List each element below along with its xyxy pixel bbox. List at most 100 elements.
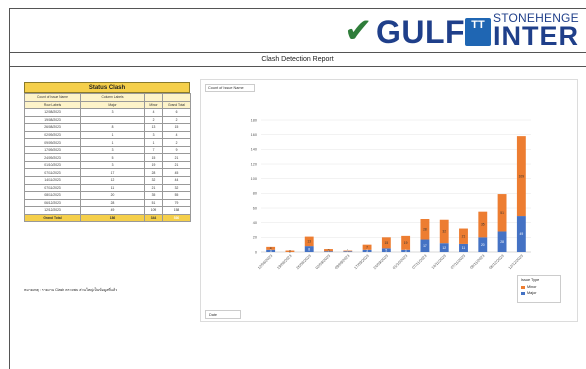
bar-chart: 0204060801001201401601804312/08/2023219/…	[251, 118, 531, 270]
pivot-cell-total: 45	[162, 168, 191, 177]
y-tick-label: 140	[251, 148, 257, 152]
pivot-cell-row-label: 24/09/2023	[24, 153, 81, 162]
data-label-major: 8	[308, 247, 310, 251]
pivot-header-row-labels[interactable]: Row Labels	[24, 100, 81, 110]
pivot-cell-minor: 109	[144, 206, 163, 215]
pivot-cell-major: 1	[80, 138, 145, 147]
chart-card[interactable]: 0 20 40 60 80 100 120 140 160 180 4 3 12/08/2023 2 19/…	[200, 79, 578, 322]
pivot-cell-minor: 13	[144, 123, 163, 132]
y-tick-label: 60	[253, 206, 257, 210]
bar-major	[362, 249, 372, 252]
note-text: หมายเหตุ : รายงาน Clash ตรวจพบ ส่วนใหญ่เ…	[24, 288, 118, 292]
check-icon: ✔	[344, 11, 373, 51]
x-tick-label: 12/08/2023	[257, 254, 273, 270]
pivot-grand-label: Grand Total	[24, 213, 81, 223]
pivot-cell-major: 3	[80, 108, 145, 117]
x-tick-label: 08/11/2023	[469, 254, 485, 270]
bar-minor	[420, 219, 430, 240]
data-label-minor: 35	[481, 223, 485, 227]
y-tick-label: 20	[253, 236, 257, 240]
pivot-cell-minor: 7	[144, 145, 163, 155]
pivot-cell-total: 4	[162, 130, 191, 140]
pivot-row: 01/10/2023 3 19 21	[24, 160, 191, 170]
pivot-cell-minor: 35	[144, 191, 163, 200]
pivot-cell-minor: 51	[144, 198, 163, 208]
pivot-cell-row-label: 09/09/2023	[24, 138, 81, 147]
data-label-minor: 3	[328, 248, 330, 252]
bar-minor	[285, 250, 295, 252]
pivot-row: 08/11/2023 20 35 55	[24, 191, 191, 200]
pivot-cell-total: 21	[162, 153, 191, 162]
chart-value-field[interactable]: Count of Issue Name	[205, 84, 255, 92]
x-tick-label: 14/11/2023	[431, 254, 447, 270]
pivot-title: Status Clash	[24, 82, 190, 93]
x-tick-label: 26/08/2023	[296, 254, 312, 270]
bar-major	[381, 248, 391, 252]
pivot-cell-major: 3	[80, 145, 145, 155]
pivot-cell-row-label: 17/09/2023	[24, 145, 81, 155]
bar-major	[516, 216, 526, 252]
pivot-header-column-labels[interactable]: Column Labels	[80, 93, 145, 102]
pivot-header-minor: Minor	[144, 100, 163, 110]
legend-label-major: Major	[527, 291, 537, 295]
bar-minor	[401, 235, 411, 250]
report-title: Clash Detection Report	[9, 52, 586, 67]
pivot-cell-total: 32	[162, 183, 191, 193]
pivot-cell-row-label: 07/11/2023	[24, 168, 81, 177]
data-label-minor: 2	[289, 249, 291, 253]
pivot-header-blank	[162, 93, 191, 102]
data-label-major: 1	[347, 250, 349, 254]
chart-axis-field-date[interactable]: Date	[205, 310, 241, 319]
y-tick-label: 120	[251, 162, 257, 166]
x-tick-label: 01/10/2023	[392, 254, 408, 270]
pivot-cell-major: 11	[80, 183, 145, 193]
legend-item-minor: Minor	[521, 285, 557, 289]
company-logo: ✔ GULF TT STONEHENGE INTER	[338, 10, 584, 50]
bar-minor	[439, 219, 449, 244]
pivot-table: Status Clash Count of Issue Name Column …	[24, 82, 191, 223]
x-tick-label: 07/11/2023	[412, 254, 428, 270]
pivot-row: 02/09/2023 1 3 4	[24, 130, 191, 140]
pivot-row: 17/09/2023 3 7 9	[24, 145, 191, 155]
pivot-cell-total: 79	[162, 198, 191, 208]
pivot-header-count[interactable]: Count of Issue Name	[24, 93, 81, 102]
data-label-major: 49	[520, 232, 524, 236]
x-tick-label: 07/11/2023	[450, 254, 466, 270]
data-label-minor: 1	[347, 249, 349, 253]
legend-label-minor: Minor	[527, 285, 537, 289]
data-label-major: 1	[328, 250, 330, 254]
x-tick-label: 17/09/2023	[354, 254, 370, 270]
pivot-cell-row-label: 08/11/2023	[24, 191, 81, 200]
pivot-cell-major: 49	[80, 206, 145, 215]
legend-swatch-minor	[521, 285, 525, 289]
pivot-cell-total: 6	[162, 108, 191, 117]
pivot-row: 14/11/2023 12 32 44	[24, 176, 191, 185]
pivot-row: 24/09/2023 5 15 21	[24, 153, 191, 162]
pivot-cell-total: 2	[162, 138, 191, 147]
pivot-cell-total: 44	[162, 176, 191, 185]
x-tick-label: 09/09/2023	[334, 254, 350, 270]
pivot-cell-row-label: 01/10/2023	[24, 160, 81, 170]
pivot-cell-total: 21	[162, 160, 191, 170]
pivot-cell-minor: 1	[144, 138, 163, 147]
pivot-cell-total: 55	[162, 191, 191, 200]
pivot-grand-total-row: Grand Total 186 344 530	[24, 213, 191, 223]
data-label-minor: 109	[519, 174, 525, 178]
bar-major	[401, 249, 411, 252]
x-tick-label: 12/12/2023	[508, 254, 524, 270]
bar-major	[420, 239, 430, 252]
pivot-row: 07/11/2023 17 28 45	[24, 168, 191, 177]
report-frame	[9, 8, 586, 369]
pivot-cell-major: 17	[80, 168, 145, 177]
pivot-cell-row-label: 12/08/2023	[24, 108, 81, 117]
pivot-cell-row-label: 12/12/2023	[24, 206, 81, 215]
pivot-cell-minor: 21	[144, 183, 163, 193]
pivot-grand-minor: 344	[144, 213, 163, 223]
pivot-cell-row-label: 19/08/2023	[24, 115, 81, 125]
data-label-minor: 32	[442, 230, 446, 234]
data-label-minor: 13	[307, 240, 311, 244]
data-label-major: 12	[442, 246, 446, 250]
pivot-cell-minor: 4	[144, 108, 163, 117]
pivot-body: 12/08/2023 3 4 6 19/08/2023 2 2 26/08/2023 8 13 15…	[24, 108, 191, 223]
bar-minor	[343, 250, 353, 252]
